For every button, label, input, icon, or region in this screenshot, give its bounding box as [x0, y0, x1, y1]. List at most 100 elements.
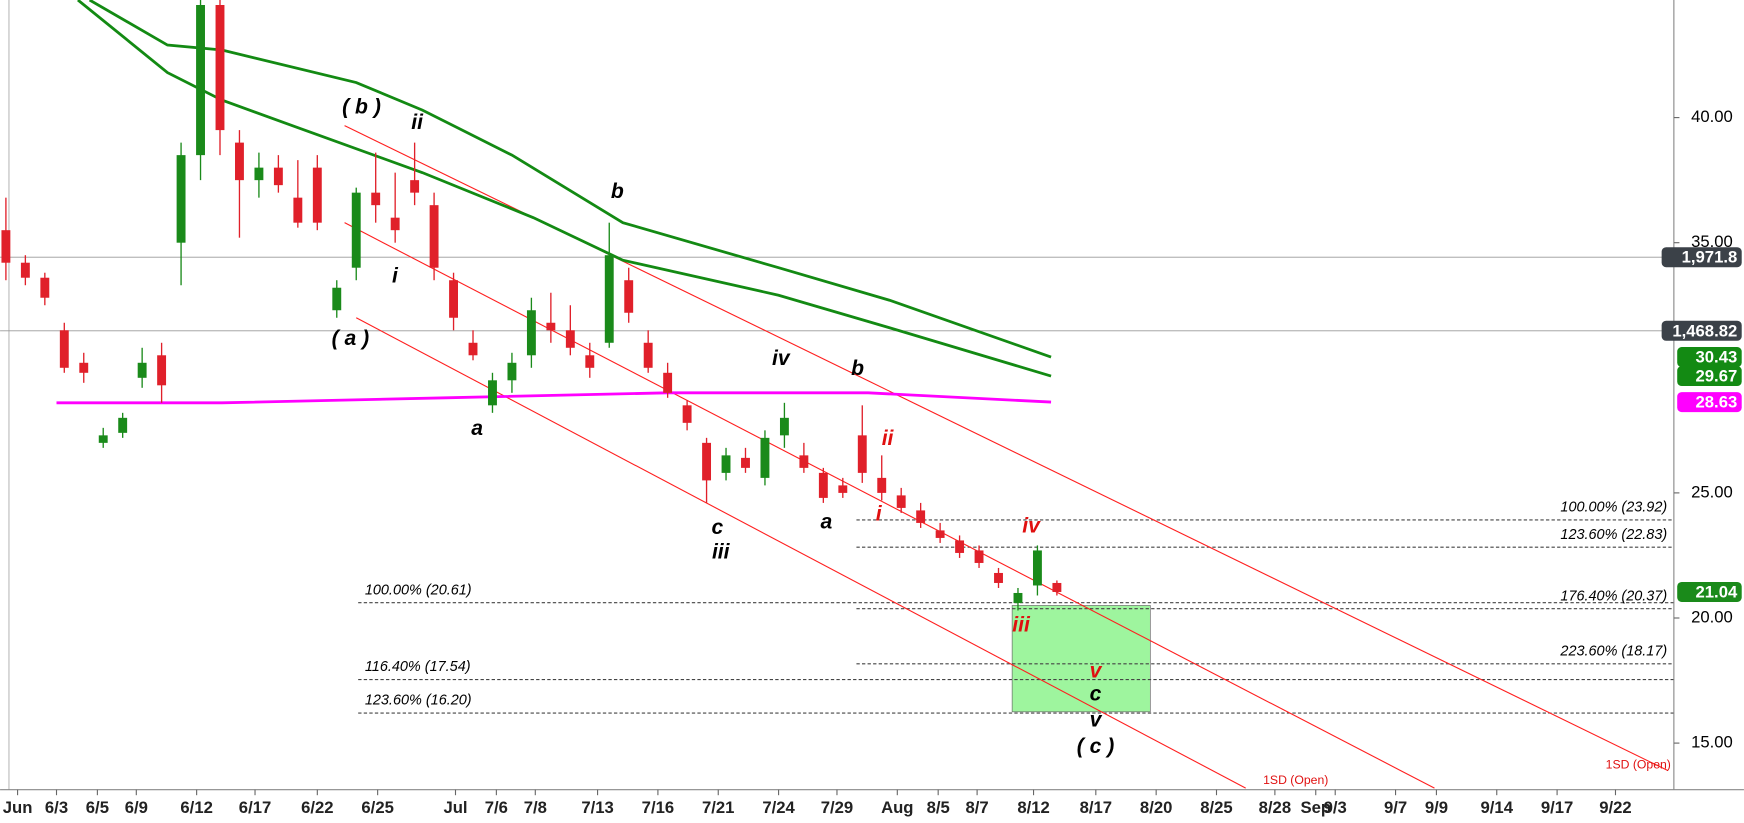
last-value-box: [1677, 392, 1742, 413]
candle-body: [994, 572, 1003, 583]
wave-label: iii: [1012, 614, 1031, 637]
candle-body: [896, 495, 906, 508]
x-tick-label: 7/6: [485, 798, 508, 817]
y-tick-label: 20.00: [1691, 607, 1733, 626]
x-tick-label: 7/8: [524, 798, 547, 817]
wave-label: c: [712, 516, 724, 539]
wave-label: iii: [712, 540, 731, 563]
candle-body: [721, 455, 731, 473]
candle-body: [916, 510, 926, 523]
wave-label: ( a ): [332, 327, 370, 350]
candle-body: [176, 155, 186, 243]
x-tick-label: Jun: [3, 798, 33, 817]
wave-label: b: [611, 180, 624, 203]
reference-value-box: [1661, 247, 1742, 268]
candle-body: [468, 342, 478, 356]
candle-body: [818, 472, 828, 498]
wave-label: i: [876, 503, 883, 526]
fib-label: 100.00% (20.61): [365, 582, 472, 598]
last-price-box-label: 21.04: [1696, 582, 1738, 601]
x-tick-label: 8/20: [1140, 798, 1172, 817]
candle-body: [312, 167, 322, 223]
candle-body: [585, 355, 595, 368]
wave-label: iv: [772, 347, 791, 370]
candle-body: [449, 280, 458, 318]
trendline-label: 1SD (Open): [1263, 773, 1328, 787]
reference-value-box-label: 1,971.8: [1682, 248, 1738, 267]
x-tick-label: Jul: [443, 798, 467, 817]
y-tick-label: 25.00: [1691, 482, 1733, 501]
wave-label: a: [821, 510, 833, 533]
fib-label: 223.60% (18.17): [1559, 643, 1667, 659]
candle-body: [488, 380, 497, 406]
wave-label: ii: [882, 427, 895, 450]
candle-body: [273, 167, 283, 186]
candle-body: [935, 530, 945, 538]
x-tick-label: 9/7: [1384, 798, 1407, 817]
x-tick-label: 6/22: [301, 798, 333, 817]
y-tick-label: 35.00: [1691, 232, 1733, 251]
x-tick-label: Sep: [1300, 798, 1331, 817]
x-tick-label: 6/25: [361, 798, 393, 817]
x-tick-label: 7/21: [702, 798, 734, 817]
fib-label: 123.60% (22.83): [1560, 527, 1667, 543]
candle-body: [410, 180, 420, 193]
candle-body: [79, 362, 89, 373]
candle-body: [1, 230, 11, 263]
x-tick-label: 6/3: [45, 798, 68, 817]
candle-body: [857, 435, 867, 473]
candle-body: [215, 5, 225, 131]
candle-body: [741, 457, 750, 468]
x-tick-label: 9/22: [1599, 798, 1631, 817]
candle-body: [137, 362, 147, 378]
x-tick-label: 6/9: [125, 798, 148, 817]
candle-body: [702, 442, 712, 481]
candle-body: [98, 435, 108, 443]
fib-label: 116.40% (17.54): [365, 659, 471, 675]
moving-average: [56, 391, 1052, 405]
candle-body: [760, 437, 770, 478]
x-tick-label: 7/16: [642, 798, 674, 817]
target-zone: [1011, 605, 1151, 713]
candle-body: [565, 330, 575, 348]
candle-body: [624, 280, 634, 313]
candle-body: [1032, 550, 1042, 586]
candle-body: [20, 262, 30, 278]
last-value-box-label: 29.67: [1696, 367, 1738, 386]
candle-body: [799, 455, 809, 468]
wave-label: iv: [1022, 515, 1041, 538]
x-tick-label: 8/7: [966, 798, 989, 817]
last-price-box: [1677, 581, 1742, 602]
x-tick-label: 7/29: [821, 798, 853, 817]
candle-body: [838, 485, 848, 493]
y-tick-label: 40.00: [1691, 107, 1733, 126]
candle-body: [235, 142, 244, 181]
last-value-box-label: 30.43: [1696, 348, 1738, 367]
x-tick-label: 8/17: [1080, 798, 1112, 817]
candle-body: [1052, 582, 1062, 592]
candle-body: [1013, 592, 1023, 603]
trendline: [344, 222, 1435, 789]
moving-average: [88, 0, 1052, 359]
wave-label: b: [851, 357, 864, 380]
candle-body: [779, 417, 789, 436]
candle-body: [955, 540, 965, 553]
candle-body: [332, 287, 342, 311]
fib-label: 176.40% (20.37): [1560, 588, 1667, 604]
fib-label: 123.60% (16.20): [365, 693, 472, 709]
candle-body: [429, 205, 439, 268]
x-tick-label: 6/5: [86, 798, 109, 817]
candle-body: [604, 255, 614, 343]
reference-value-box: [1661, 320, 1742, 341]
candle-body: [351, 192, 361, 268]
candle-body: [371, 192, 381, 206]
x-tick-label: 9/14: [1481, 798, 1514, 817]
candle-body: [40, 277, 50, 298]
x-tick-label: 6/17: [239, 798, 271, 817]
candle-body: [157, 355, 167, 386]
moving-average: [77, 0, 1052, 378]
trendline-label: 1SD (Open): [1606, 757, 1671, 771]
wave-label: c: [1090, 683, 1102, 706]
